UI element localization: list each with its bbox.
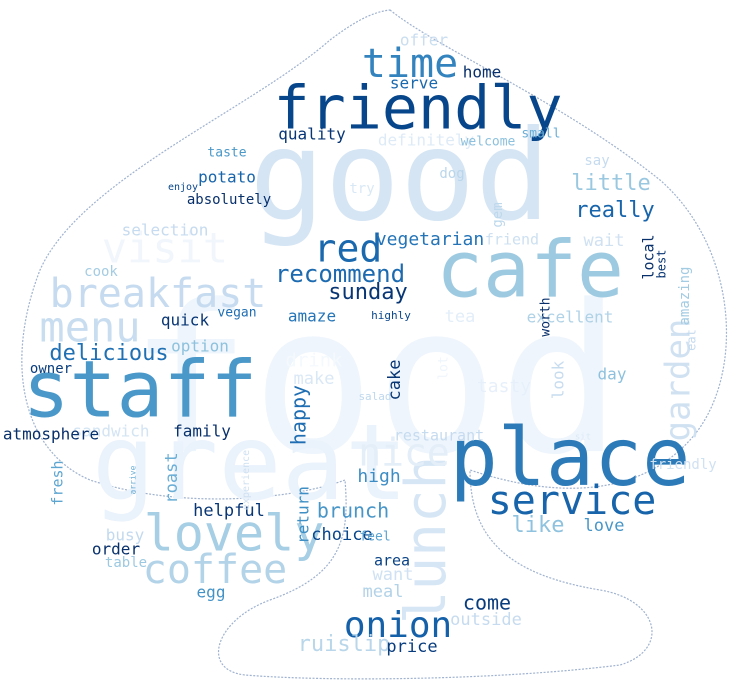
cloud-word: arrive xyxy=(129,465,138,494)
cloud-word: order xyxy=(92,540,141,559)
cloud-word: cafe xyxy=(436,225,624,315)
cloud-word: option xyxy=(171,337,229,356)
cloud-word: price xyxy=(386,637,437,657)
cloud-word: make xyxy=(294,369,335,389)
cloud-word: delicious xyxy=(49,341,168,366)
cloud-word: home xyxy=(463,63,502,82)
cloud-word: helpful xyxy=(193,501,265,521)
cloud-word: place xyxy=(450,411,691,504)
cloud-word: selection xyxy=(122,221,209,240)
cloud-word: return xyxy=(294,486,313,544)
cloud-word: say xyxy=(584,153,609,169)
cloud-word: cook xyxy=(84,264,118,280)
cloud-word: vegetarian xyxy=(376,229,484,250)
cloud-word: restaurant xyxy=(394,427,484,445)
cloud-word: red xyxy=(314,227,383,271)
cloud-word: drink xyxy=(285,350,343,372)
cloud-word: amazing xyxy=(677,266,693,325)
cloud-word: recommend xyxy=(275,260,405,288)
cloud-word: serve xyxy=(390,74,438,93)
cloud-word: lunch xyxy=(394,456,459,625)
cloud-word: want xyxy=(373,565,414,585)
cloud-word: tea xyxy=(445,307,476,327)
cloud-word: meal xyxy=(363,582,404,602)
cloud-word: atmosphere xyxy=(3,425,99,444)
cloud-word: taste xyxy=(207,146,246,161)
cloud-word: cake xyxy=(385,360,405,401)
cloud-word: time xyxy=(362,41,458,87)
cloud-word: happy xyxy=(287,385,311,445)
cloud-word: vegan xyxy=(217,306,256,321)
cloud-word: little xyxy=(571,171,650,196)
cloud-word: sit xyxy=(575,433,591,443)
cloud-word: brunch xyxy=(317,499,389,523)
cloud-word: table xyxy=(105,555,147,571)
cloud-word: visit xyxy=(102,224,228,273)
cloud-word: eat xyxy=(685,329,699,351)
cloud-word: food xyxy=(128,262,622,500)
cloud-word: feel xyxy=(359,530,390,545)
cloud-word: salad xyxy=(358,390,391,403)
cloud-word: coffee xyxy=(143,547,288,593)
cloud-word: high xyxy=(357,466,400,487)
spade-outline xyxy=(21,9,728,680)
cloud-word: friend xyxy=(485,231,539,249)
cloud-word: lovely xyxy=(144,505,325,563)
cloud-word: outside xyxy=(450,610,522,630)
cloud-word: try xyxy=(349,181,374,197)
cloud-word: quick xyxy=(161,311,210,330)
cloud-word: ruislip xyxy=(298,632,391,657)
cloud-word: welcome xyxy=(461,135,516,150)
cloud-word: worth xyxy=(539,297,554,336)
cloud-word: highly xyxy=(371,309,411,322)
cloud-word: experience xyxy=(241,450,252,510)
cloud-word: amaze xyxy=(288,307,336,326)
cloud-word: gem xyxy=(490,202,506,227)
cloud-word: staff xyxy=(23,345,258,435)
cloud-word: tasty xyxy=(477,376,531,397)
cloud-word: like xyxy=(512,513,565,538)
cloud-word: egg xyxy=(197,583,226,602)
cloud-word: onion xyxy=(344,605,452,646)
cloud-word: sandwich xyxy=(72,422,149,441)
cloud-word: roast xyxy=(162,452,182,503)
cloud-word: day xyxy=(598,365,627,384)
cloud-word: friendly xyxy=(649,457,716,473)
cloud-word: absolutely xyxy=(187,192,271,208)
cloud-word: owner xyxy=(30,361,72,377)
cloud-word: menu xyxy=(39,303,140,352)
cloud-word: sunday xyxy=(328,280,407,305)
cloud-word: family xyxy=(173,422,231,441)
cloud-word: nice xyxy=(358,431,450,475)
cloud-word: lot xyxy=(437,356,452,379)
cloud-word: definitely xyxy=(378,131,475,150)
cloud-word: really xyxy=(575,198,654,223)
cloud-word: local xyxy=(640,234,658,279)
cloud-word: fresh xyxy=(49,460,67,505)
cloud-word: great xyxy=(92,402,408,524)
cloud-word: potato xyxy=(198,168,256,187)
cloud-word: enjoy xyxy=(168,182,198,193)
cloud-word: excellent xyxy=(527,308,614,327)
cloud-word: breakfast xyxy=(50,271,267,317)
cloud-word: garden xyxy=(659,319,699,442)
cloud-word: look xyxy=(549,360,568,399)
cloud-word: quality xyxy=(278,125,346,144)
cloud-word: offer xyxy=(400,31,449,50)
cloud-word: choice xyxy=(311,525,372,545)
cloud-word: come xyxy=(463,591,511,615)
cloud-word: best xyxy=(655,250,669,279)
cloud-word: service xyxy=(488,478,657,524)
cloud-word: dog xyxy=(439,166,464,182)
cloud-word: small xyxy=(521,127,560,142)
cloud-word: busy xyxy=(106,526,145,545)
cloud-word: wait xyxy=(584,231,625,251)
cloud-word: friendly xyxy=(274,74,563,144)
cloud-word: area xyxy=(374,552,410,570)
cloud-word: good xyxy=(249,104,550,249)
cloud-word: love xyxy=(584,516,625,536)
